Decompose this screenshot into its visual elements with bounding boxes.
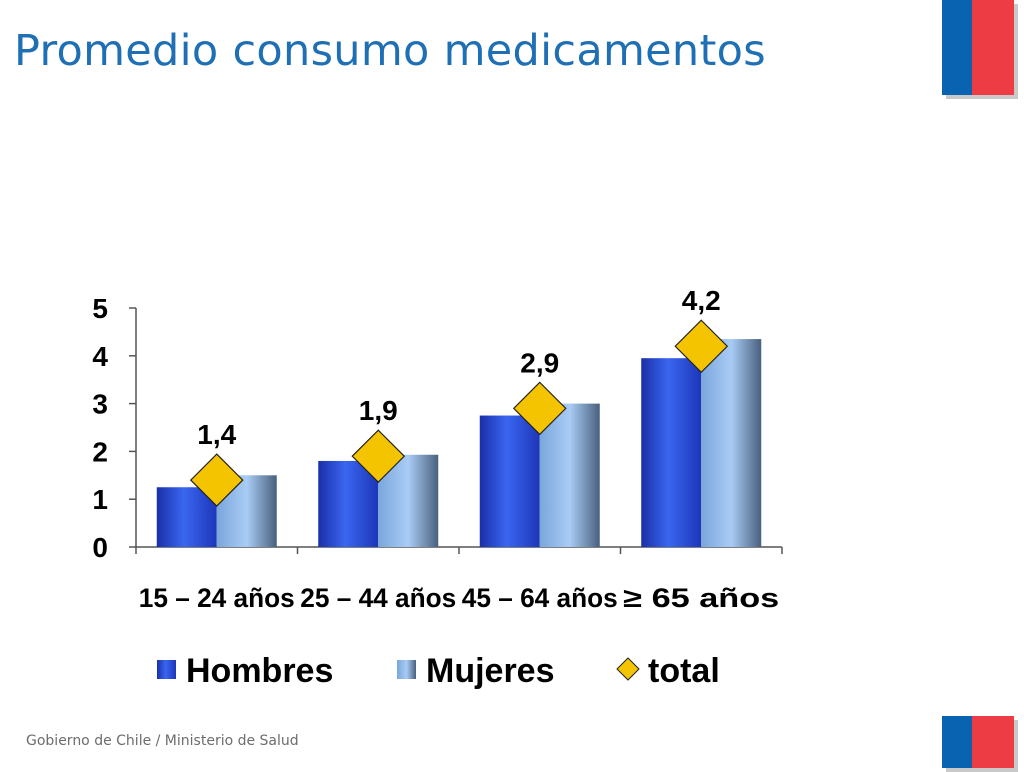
legend-label-total: total <box>648 652 720 690</box>
legend-swatch-mujeres <box>397 660 416 679</box>
bar-hombres <box>156 487 217 547</box>
x-category-label: 45 – 64 años <box>462 583 618 613</box>
marker-total <box>189 453 244 507</box>
y-tick-label: 3 <box>92 389 108 420</box>
flag-blue-band <box>942 716 972 768</box>
x-category-label: ≥ 65 años <box>623 583 779 613</box>
y-tick-label: 5 <box>92 293 108 324</box>
marker-total <box>674 319 729 374</box>
flag-blue-band <box>942 0 972 95</box>
data-label-total: 1,9 <box>359 395 398 426</box>
bar-hombres <box>479 415 540 547</box>
bar-mujeres <box>539 403 600 547</box>
legend-swatch-total <box>616 657 640 681</box>
marker-total <box>351 429 406 484</box>
data-label-total: 4,2 <box>682 285 721 316</box>
total-markers <box>189 319 729 507</box>
legend: Hombres Mujeres total <box>157 652 720 690</box>
flag-red-band <box>972 716 1014 768</box>
bar-mujeres <box>701 339 762 547</box>
legend-label-mujeres: Mujeres <box>426 652 555 690</box>
x-category-label: 15 – 24 años <box>139 583 295 613</box>
y-tick-label: 0 <box>92 532 108 563</box>
footer-text: Gobierno de Chile / Ministerio de Salud <box>26 733 299 749</box>
y-tick-label: 1 <box>92 484 108 515</box>
y-tick-label: 2 <box>92 436 108 467</box>
page-title: Promedio consumo medicamentos <box>14 26 766 76</box>
x-category-label: 25 – 44 años <box>300 583 456 613</box>
labels: 0 1 2 3 4 5 1,4 15 – 24 años 1,9 25 – 44 años 2,9 4… <box>92 285 779 613</box>
bar-hombres <box>641 358 702 547</box>
y-tick-label: 4 <box>92 341 108 372</box>
legend-swatch-hombres <box>157 660 176 679</box>
data-label-total: 2,9 <box>520 347 559 378</box>
legend-label-hombres: Hombres <box>186 652 333 690</box>
chile-flag-logo-top <box>942 0 1018 99</box>
flag-red-band <box>972 0 1014 95</box>
bars <box>156 339 762 547</box>
bar-hombres <box>318 460 379 547</box>
marker-total <box>512 381 567 436</box>
data-label-total: 1,4 <box>197 419 236 450</box>
chile-flag-logo-bottom <box>942 716 1018 772</box>
